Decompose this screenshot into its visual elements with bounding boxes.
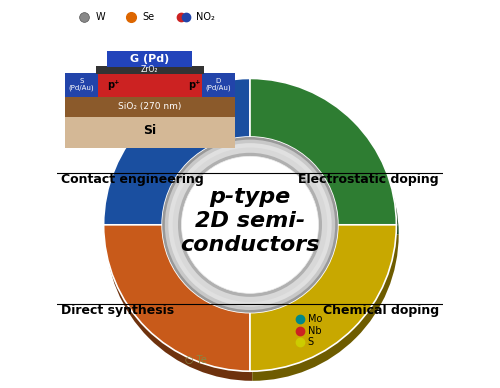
FancyBboxPatch shape <box>202 73 234 97</box>
Text: Chemical doping: Chemical doping <box>322 304 439 317</box>
Text: G (Pd): G (Pd) <box>130 54 170 64</box>
Text: Si: Si <box>144 124 156 137</box>
Text: Nb: Nb <box>308 326 322 336</box>
FancyBboxPatch shape <box>96 66 204 74</box>
Circle shape <box>165 140 335 310</box>
Text: ○ Te: ○ Te <box>184 355 206 365</box>
Text: SiO₂ (270 nm): SiO₂ (270 nm) <box>118 102 182 111</box>
Wedge shape <box>250 225 396 371</box>
Circle shape <box>168 143 332 307</box>
Wedge shape <box>252 88 398 234</box>
Wedge shape <box>104 78 250 225</box>
FancyBboxPatch shape <box>65 73 234 97</box>
Wedge shape <box>250 78 396 225</box>
Circle shape <box>172 147 328 302</box>
Text: Electrostatic doping: Electrostatic doping <box>298 173 439 186</box>
Text: p-type
2D semi-
conductors: p-type 2D semi- conductors <box>180 187 320 255</box>
Text: S
(Pd/Au): S (Pd/Au) <box>68 78 94 91</box>
Text: S: S <box>308 337 314 347</box>
Circle shape <box>182 156 318 293</box>
Text: NO₂: NO₂ <box>196 12 215 22</box>
Text: p⁺: p⁺ <box>188 80 200 90</box>
Circle shape <box>178 153 322 297</box>
Text: Contact engineering: Contact engineering <box>61 173 204 186</box>
Text: ZrO₂: ZrO₂ <box>141 66 158 74</box>
Wedge shape <box>106 234 253 381</box>
Text: Se: Se <box>142 12 154 22</box>
Circle shape <box>162 137 338 313</box>
Text: p⁺: p⁺ <box>107 80 120 90</box>
Text: D
(Pd/Au): D (Pd/Au) <box>206 78 231 91</box>
Text: Mo: Mo <box>308 314 322 324</box>
Wedge shape <box>104 225 250 371</box>
Text: Direct synthesis: Direct synthesis <box>61 304 174 317</box>
FancyBboxPatch shape <box>108 52 192 67</box>
FancyBboxPatch shape <box>65 96 234 117</box>
Wedge shape <box>106 88 253 234</box>
FancyBboxPatch shape <box>65 73 98 97</box>
FancyBboxPatch shape <box>65 113 234 148</box>
Wedge shape <box>252 234 398 381</box>
Text: W: W <box>96 12 106 22</box>
